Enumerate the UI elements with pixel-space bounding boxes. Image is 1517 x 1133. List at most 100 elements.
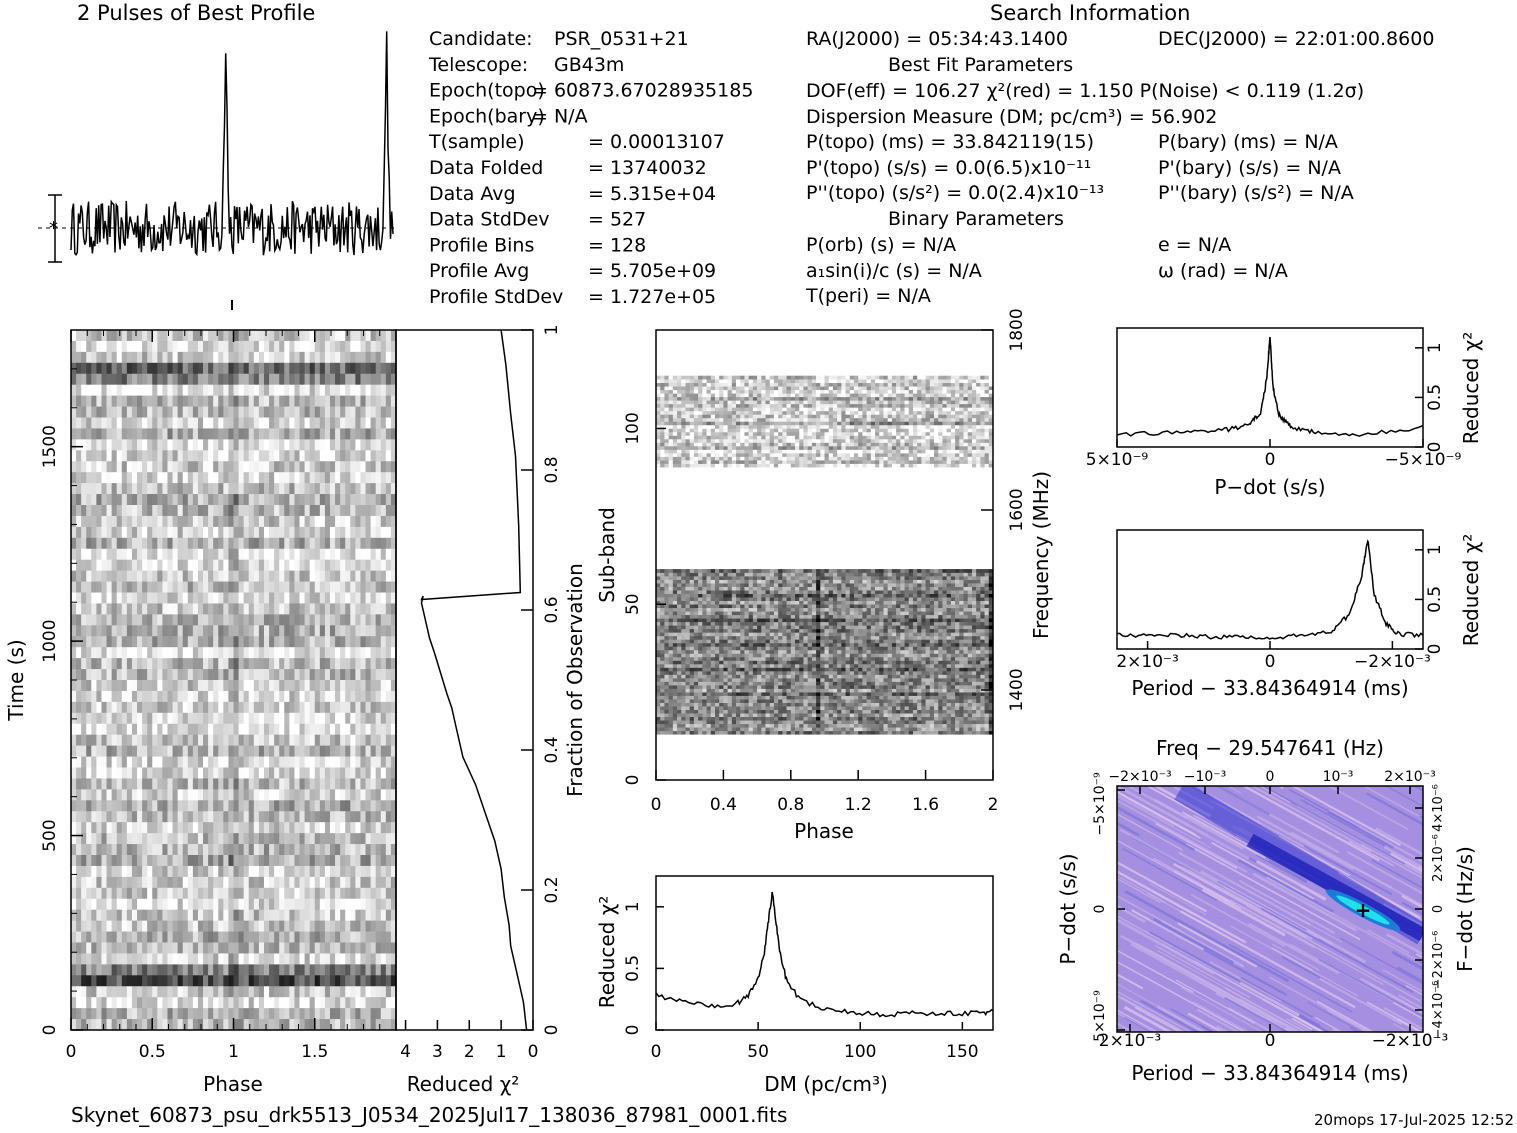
- time-phase-cell: [71, 920, 77, 932]
- time-phase-cell: [96, 428, 102, 440]
- time-phase-cell: [329, 472, 336, 484]
- subband-cell: [980, 730, 985, 735]
- time-phase-cell: [91, 417, 97, 429]
- time-phase-cell: [147, 800, 153, 812]
- time-phase-cell: [223, 581, 229, 593]
- subband-cell: [714, 716, 720, 721]
- time-phase-cell: [279, 964, 285, 976]
- time-phase-cell: [137, 603, 143, 615]
- subband-cell: [988, 730, 993, 735]
- time-phase-cell: [263, 680, 270, 692]
- time-phase-cell: [213, 789, 219, 801]
- time-phase-cell: [274, 330, 280, 342]
- subband-cell: [731, 699, 737, 703]
- time-phase-cell: [238, 745, 245, 757]
- time-phase-cell: [345, 920, 351, 932]
- time-phase-cell: [299, 537, 305, 550]
- time-phase-cell: [213, 658, 219, 670]
- subband-cell: [765, 727, 771, 732]
- time-phase-cell: [137, 756, 143, 768]
- time-phase-cell: [335, 406, 341, 418]
- time-phase-cell: [126, 373, 133, 386]
- time-phase-cell: [263, 417, 270, 429]
- time-phase-cell: [137, 778, 143, 790]
- time-phase-cell: [86, 351, 92, 364]
- time-phase-cell: [167, 461, 173, 473]
- time-phase-cell: [208, 975, 214, 987]
- time-phase-cell: [289, 548, 295, 561]
- time-phase-cell: [238, 417, 245, 429]
- time-phase-cell: [218, 472, 224, 484]
- subband-cell: [744, 709, 749, 714]
- time-phase-cell: [96, 756, 102, 768]
- time-phase-cell: [111, 472, 118, 484]
- time-phase-cell: [192, 330, 199, 342]
- time-phase-cell: [248, 384, 255, 397]
- time-phase-cell: [182, 428, 189, 440]
- time-phase-cell: [91, 789, 97, 801]
- time-phase-cell: [233, 384, 239, 397]
- time-phase-cell: [147, 712, 153, 725]
- time-phase-cell: [284, 767, 290, 779]
- time-phase-cell: [228, 833, 234, 845]
- time-phase-cell: [253, 942, 260, 954]
- time-phase-cell: [76, 515, 82, 528]
- subband-cell: [744, 706, 749, 710]
- time-phase-cell: [319, 723, 326, 736]
- subband-cell: [984, 723, 990, 728]
- time-phase-cell: [380, 997, 387, 1009]
- time-phase-cell: [274, 909, 280, 922]
- subband-cell: [681, 699, 686, 703]
- subband-cell: [698, 706, 703, 710]
- time-phase-cell: [218, 636, 224, 648]
- time-phase-cell: [106, 953, 113, 965]
- time-phase-cell: [71, 778, 77, 790]
- time-phase-cell: [375, 330, 382, 342]
- time-phase-cell: [187, 570, 194, 582]
- time-phase-cell: [228, 865, 234, 878]
- subband-cell: [773, 723, 779, 728]
- time-phase-cell: [213, 844, 219, 856]
- subband-cell: [773, 716, 779, 721]
- time-phase-cell: [71, 417, 77, 429]
- time-phase-cell: [172, 603, 179, 615]
- subband-cell: [841, 713, 846, 718]
- time-phase-cell: [197, 603, 204, 615]
- time-phase-cell: [274, 417, 280, 429]
- time-phase-cell: [243, 406, 250, 418]
- time-phase-cell: [86, 1019, 92, 1030]
- subband-cell: [891, 709, 897, 714]
- time-phase-cell: [314, 1008, 321, 1020]
- time-phase-cell: [253, 603, 260, 615]
- subband-cell: [761, 713, 766, 718]
- time-phase-cell: [81, 887, 87, 900]
- time-phase-cell: [233, 515, 239, 528]
- time-phase-cell: [218, 658, 224, 670]
- time-phase-cell: [314, 362, 321, 375]
- time-phase-cell: [279, 373, 285, 386]
- time-phase-cell: [137, 559, 143, 572]
- time-phase-cell: [96, 964, 102, 976]
- time-phase-cell: [258, 997, 265, 1009]
- subband-cell: [748, 727, 754, 732]
- subband-cell: [866, 723, 872, 728]
- time-phase-cell: [258, 690, 265, 703]
- time-phase-cell: [116, 548, 123, 561]
- time-phase-cell: [335, 658, 341, 670]
- time-phase-cell: [345, 822, 351, 834]
- time-phase-cell: [269, 494, 275, 506]
- time-phase-cell: [208, 855, 214, 867]
- time-phase-cell: [218, 964, 224, 976]
- time-phase-cell: [319, 690, 326, 703]
- time-phase-cell: [142, 581, 148, 593]
- time-phase-cell: [137, 997, 143, 1009]
- time-phase-cell: [187, 330, 194, 342]
- time-phase-cell: [172, 756, 179, 768]
- time-phase-cell: [355, 669, 361, 681]
- time-phase-cell: [269, 876, 275, 889]
- time-phase-cell: [208, 920, 214, 932]
- subband-cell: [950, 716, 956, 721]
- time-phase-cell: [223, 767, 229, 779]
- time-phase-cell: [304, 734, 311, 747]
- time-phase-cell: [71, 450, 77, 462]
